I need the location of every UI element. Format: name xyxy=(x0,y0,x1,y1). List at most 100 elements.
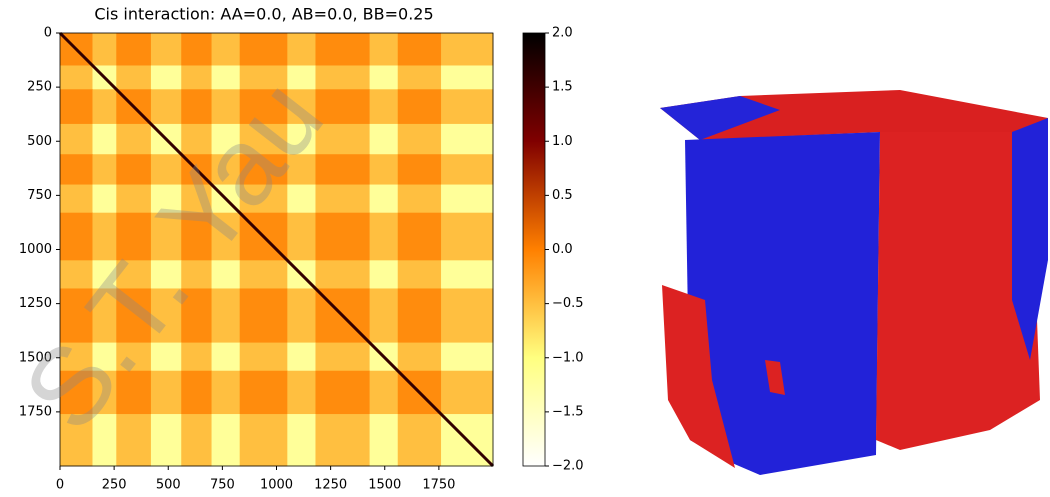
x-tick-label: 500 xyxy=(156,478,181,493)
heat-cell xyxy=(287,288,316,344)
heat-cell xyxy=(315,260,371,289)
heat-cell xyxy=(239,33,288,66)
heat-cell xyxy=(369,212,399,261)
heat-cell xyxy=(181,184,213,214)
colorbar-tick-label: 0.5 xyxy=(552,188,573,203)
heat-cell xyxy=(239,184,288,214)
diagonal xyxy=(58,31,495,468)
heat-cell xyxy=(315,370,371,415)
heat-cell xyxy=(150,370,182,415)
heat-cell xyxy=(60,370,93,415)
cube-right-blue xyxy=(1012,118,1048,360)
heat-cell xyxy=(116,154,152,186)
heat-cell xyxy=(211,260,241,289)
heat-cell xyxy=(369,260,399,289)
heat-cell xyxy=(211,33,241,66)
heat-cell xyxy=(287,212,316,261)
heat-cell xyxy=(181,288,213,344)
heat-cell xyxy=(369,184,399,214)
heat-cell xyxy=(397,89,442,125)
heat-cell xyxy=(60,212,93,261)
heat-cell xyxy=(116,370,152,415)
x-tick-label: 1750 xyxy=(422,478,455,493)
colorbar-tick-label: −2.0 xyxy=(552,459,584,474)
cube-red-patch xyxy=(765,360,785,395)
heat-cell xyxy=(116,65,152,90)
colorbar-tick-label: −1.5 xyxy=(552,404,584,419)
colorbar-tick-label: −1.0 xyxy=(552,350,584,365)
heat-cell xyxy=(60,288,93,344)
heat-cell xyxy=(287,33,316,66)
heat-cell xyxy=(315,342,371,372)
heat-cell xyxy=(150,154,182,186)
y-tick-label: 500 xyxy=(27,134,52,149)
heat-cell xyxy=(181,212,213,261)
heat-cell xyxy=(287,414,316,467)
heat-cell xyxy=(150,288,182,344)
heat-cell xyxy=(60,123,93,155)
cube-left-face xyxy=(685,132,880,475)
y-tick-label: 1250 xyxy=(19,296,52,311)
heat-cell xyxy=(92,33,117,66)
heat-cell xyxy=(397,65,442,90)
colorbar xyxy=(522,32,546,467)
y-tick-label: 1750 xyxy=(19,404,52,419)
heat-cell xyxy=(239,414,288,467)
x-tick-label: 1000 xyxy=(260,478,293,493)
heatmap xyxy=(58,31,495,468)
heat-cell xyxy=(116,123,152,155)
heat-cell xyxy=(92,89,117,125)
heat-cell xyxy=(92,342,117,372)
heat-cell xyxy=(92,123,117,155)
y-tick-label: 1500 xyxy=(19,350,52,365)
heat-cell xyxy=(60,184,93,214)
heat-cell xyxy=(181,260,213,289)
heat-cell xyxy=(315,212,371,261)
cube-top-blue xyxy=(660,96,780,140)
colorbar-tick-label: 0.0 xyxy=(552,242,573,257)
heat-cell xyxy=(315,123,371,155)
heat-cell xyxy=(441,184,494,214)
colorbar-tick-label: 1.0 xyxy=(552,134,573,149)
chart-title: Cis interaction: AA=0.0, AB=0.0, BB=0.25 xyxy=(94,5,433,24)
heat-cell xyxy=(92,414,117,467)
heat-cell xyxy=(181,123,213,155)
heat-cell xyxy=(315,33,371,66)
heat-cell xyxy=(287,89,316,125)
heat-cell xyxy=(92,154,117,186)
heat-cell xyxy=(150,342,182,372)
heat-cell xyxy=(441,342,494,372)
heat-cell xyxy=(211,370,241,415)
heat-cell xyxy=(369,89,399,125)
heat-cell xyxy=(92,184,117,214)
heat-cell xyxy=(181,342,213,372)
heat-cell xyxy=(239,65,288,90)
heat-cell xyxy=(315,65,371,90)
heat-cell xyxy=(150,414,182,467)
heat-cell xyxy=(150,184,182,214)
heat-cell xyxy=(287,65,316,90)
heat-cell xyxy=(369,33,399,66)
heat-cell xyxy=(211,65,241,90)
heat-cell xyxy=(211,212,241,261)
heat-cell xyxy=(211,288,241,344)
heat-cell xyxy=(116,414,152,467)
heat-cell xyxy=(441,123,494,155)
heat-cell xyxy=(211,414,241,467)
heat-cell xyxy=(315,184,371,214)
heat-cell xyxy=(239,89,288,125)
colorbar-tick-label: 2.0 xyxy=(552,26,573,41)
heat-cell xyxy=(116,288,152,344)
heat-cell xyxy=(116,184,152,214)
heat-cell xyxy=(211,342,241,372)
simulation-render xyxy=(660,90,1048,475)
colorbar-tick-label: 1.5 xyxy=(552,80,573,95)
heat-cell xyxy=(369,370,399,415)
heat-cell xyxy=(116,342,152,372)
x-tick-label: 750 xyxy=(210,478,235,493)
heat-cell xyxy=(369,414,399,467)
heat-cell xyxy=(287,342,316,372)
heat-cell xyxy=(441,65,494,90)
